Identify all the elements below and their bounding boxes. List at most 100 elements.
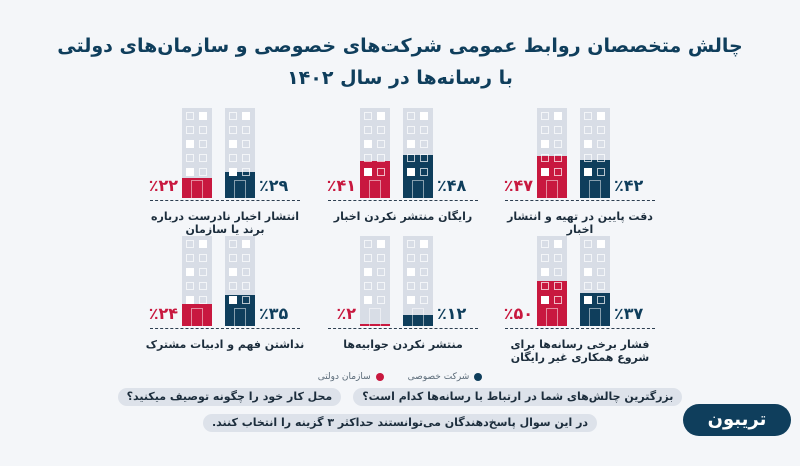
window bbox=[554, 282, 562, 290]
window bbox=[420, 296, 428, 304]
window bbox=[377, 254, 385, 262]
bar-government-fill bbox=[360, 161, 390, 198]
window bbox=[541, 268, 549, 276]
legend-dot-government bbox=[375, 372, 384, 381]
window bbox=[229, 254, 237, 262]
window bbox=[597, 112, 605, 120]
bar-government bbox=[360, 108, 390, 198]
window bbox=[186, 268, 194, 276]
window bbox=[242, 112, 250, 120]
window bbox=[199, 154, 207, 162]
window bbox=[242, 282, 250, 290]
window bbox=[242, 268, 250, 276]
window bbox=[584, 282, 592, 290]
bar-government bbox=[182, 108, 212, 198]
window bbox=[229, 296, 237, 304]
window bbox=[584, 268, 592, 276]
window bbox=[364, 282, 372, 290]
door bbox=[412, 180, 424, 198]
window bbox=[364, 296, 372, 304]
window bbox=[407, 168, 415, 176]
door bbox=[234, 180, 246, 198]
window bbox=[229, 112, 237, 120]
window bbox=[199, 296, 207, 304]
window bbox=[554, 112, 562, 120]
window bbox=[186, 240, 194, 248]
category-label: نداشتن فهم و ادبیات مشترک bbox=[145, 338, 305, 351]
window bbox=[554, 268, 562, 276]
window bbox=[597, 126, 605, 134]
baseline bbox=[150, 328, 300, 329]
data-label-government: ٪۴۱ bbox=[326, 176, 356, 195]
bar-government bbox=[537, 108, 567, 198]
title-line-2: با رسانه‌ها در سال ۱۴۰۲ bbox=[287, 67, 513, 89]
bar-private-fill bbox=[403, 154, 433, 198]
window bbox=[584, 240, 592, 248]
bar-government-fill bbox=[537, 155, 567, 198]
window bbox=[229, 168, 237, 176]
window bbox=[597, 282, 605, 290]
window bbox=[584, 154, 592, 162]
window bbox=[186, 168, 194, 176]
window bbox=[377, 240, 385, 248]
window bbox=[420, 140, 428, 148]
bar-government-fill bbox=[360, 324, 390, 326]
bar-private-fill bbox=[580, 160, 610, 198]
door bbox=[589, 180, 601, 198]
legend: شرکت خصوصی سازمان دولتی bbox=[0, 371, 800, 383]
window bbox=[541, 154, 549, 162]
chart-panel: ٪۲۴ ٪۳۵ نداشتن فهم و ادبیات مشترک bbox=[140, 236, 310, 366]
window bbox=[242, 154, 250, 162]
door bbox=[234, 308, 246, 326]
bar-government-fill bbox=[182, 178, 212, 198]
title-line-1: چالش متخصصان روابط عمومی شرکت‌های خصوصی … bbox=[57, 35, 743, 57]
window bbox=[541, 140, 549, 148]
window bbox=[186, 254, 194, 262]
data-label-government: ٪۲ bbox=[336, 304, 356, 323]
legend-dot-private bbox=[474, 372, 483, 381]
window bbox=[199, 112, 207, 120]
window bbox=[597, 140, 605, 148]
baseline bbox=[150, 200, 300, 201]
window bbox=[242, 126, 250, 134]
window bbox=[229, 140, 237, 148]
window bbox=[554, 240, 562, 248]
bar-private bbox=[580, 236, 610, 326]
window bbox=[554, 168, 562, 176]
data-label-government: ٪۴۷ bbox=[503, 176, 533, 195]
window bbox=[186, 296, 194, 304]
window bbox=[420, 168, 428, 176]
data-label-government: ٪۵۰ bbox=[503, 304, 533, 323]
category-label: رایگان منتشر نکردن اخبار bbox=[333, 210, 473, 223]
bar-government bbox=[182, 236, 212, 326]
bar-government-fill bbox=[182, 304, 212, 326]
window bbox=[407, 140, 415, 148]
door bbox=[412, 308, 424, 326]
window bbox=[229, 282, 237, 290]
data-label-private: ٪۱۲ bbox=[437, 304, 467, 323]
window bbox=[584, 140, 592, 148]
questions-row: بزرگترین چالش‌های شما در ارتباط با رسانه… bbox=[0, 388, 800, 406]
window bbox=[186, 140, 194, 148]
window bbox=[584, 126, 592, 134]
window bbox=[584, 296, 592, 304]
window bbox=[420, 126, 428, 134]
window bbox=[420, 254, 428, 262]
window bbox=[229, 268, 237, 276]
window bbox=[554, 254, 562, 262]
window bbox=[229, 126, 237, 134]
bar-private bbox=[225, 236, 255, 326]
window bbox=[407, 154, 415, 162]
legend-government: سازمان دولتی bbox=[318, 371, 384, 383]
data-label-private: ٪۳۷ bbox=[614, 304, 644, 323]
window bbox=[420, 282, 428, 290]
window bbox=[541, 126, 549, 134]
window bbox=[597, 254, 605, 262]
window bbox=[541, 240, 549, 248]
window bbox=[364, 154, 372, 162]
window bbox=[377, 112, 385, 120]
window bbox=[377, 126, 385, 134]
window bbox=[229, 154, 237, 162]
window bbox=[597, 168, 605, 176]
